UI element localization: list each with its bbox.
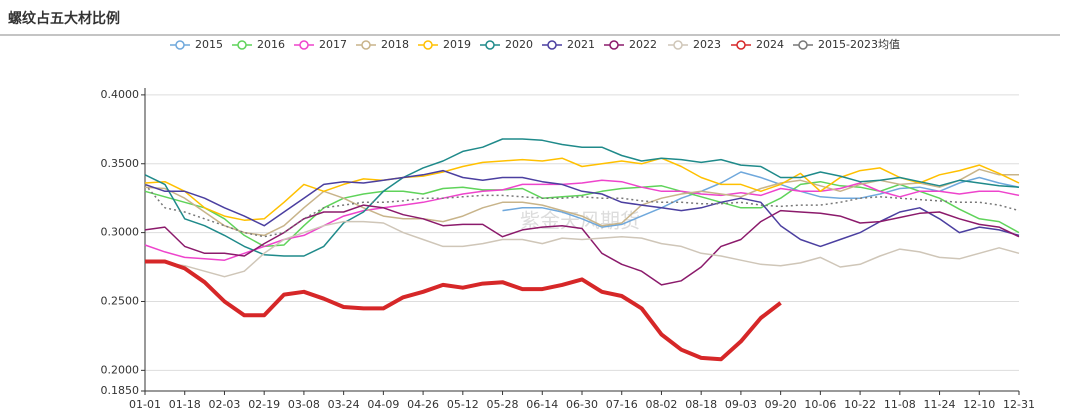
y-tick-label: 0.3000 (101, 226, 140, 239)
x-tick-label: 10-06 (804, 398, 836, 411)
x-tick-label: 10-22 (844, 398, 876, 411)
legend-label: 2023 (693, 38, 721, 51)
legend-label: 2015 (195, 38, 223, 51)
series-line (144, 157, 1020, 221)
legend-marker-dot (673, 40, 683, 50)
legend-marker-dot (237, 40, 247, 50)
legend-marker-dot (299, 40, 309, 50)
legend-marker-dot (798, 40, 808, 50)
legend-label: 2019 (443, 38, 471, 51)
legend-label: 2024 (756, 38, 784, 51)
legend-marker-dot (547, 40, 557, 50)
x-tick-label: 02-03 (208, 398, 240, 411)
legend-label: 2016 (257, 38, 285, 51)
series-line (144, 204, 1020, 286)
x-tick-label: 02-19 (248, 398, 280, 411)
x-tick-label: 08-02 (645, 398, 677, 411)
x-tick-label: 05-12 (447, 398, 479, 411)
x-tick-label: 11-24 (924, 398, 956, 411)
legend-marker-dot (485, 40, 495, 50)
series-line (145, 259, 782, 362)
y-tick-label: 0.4000 (101, 88, 140, 101)
x-tick-label: 12-10 (963, 398, 995, 411)
series-line (144, 179, 1020, 261)
x-tick-label: 07-16 (606, 398, 638, 411)
x-tick-label: 03-24 (328, 398, 360, 411)
legend-label: 2021 (567, 38, 595, 51)
legend-marker-dot (423, 40, 433, 50)
legend-label: 2018 (381, 38, 409, 51)
x-tick-label: 04-09 (367, 398, 399, 411)
legend-marker-dot (175, 40, 185, 50)
x-tick-label: 11-08 (884, 398, 916, 411)
legend-marker-dot (361, 40, 371, 50)
series-line (144, 183, 1020, 238)
legend-label: 2020 (505, 38, 533, 51)
x-tick-label: 01-01 (129, 398, 161, 411)
x-tick-label: 06-14 (526, 398, 558, 411)
x-tick-label: 04-26 (407, 398, 439, 411)
series-line (144, 168, 1019, 237)
series-line (144, 220, 1020, 278)
x-tick-label: 03-08 (288, 398, 320, 411)
x-tick-label: 06-30 (566, 398, 598, 411)
series-line (144, 169, 1020, 248)
legend-marker-dot (609, 40, 619, 50)
legend-marker-dot (736, 40, 746, 50)
chart-title: 螺纹占五大材比例 (8, 10, 120, 27)
x-tick-label: 09-03 (725, 398, 757, 411)
series-line (502, 171, 1020, 228)
x-tick-label: 01-18 (169, 398, 201, 411)
x-tick-label: 05-28 (487, 398, 519, 411)
y-tick-label: 0.2000 (101, 363, 140, 376)
legend-label: 2015-2023均值 (818, 38, 900, 51)
y-tick-label: 0.1850 (101, 384, 140, 397)
legend-label: 2022 (629, 38, 657, 51)
y-tick-label: 0.2500 (101, 294, 140, 307)
series-line (144, 138, 1020, 257)
x-tick-label: 08-18 (685, 398, 717, 411)
legend-label: 2017 (319, 38, 347, 51)
y-tick-label: 0.3500 (101, 157, 140, 170)
x-tick-label: 12-31 (1003, 398, 1035, 411)
x-tick-label: 09-20 (765, 398, 797, 411)
